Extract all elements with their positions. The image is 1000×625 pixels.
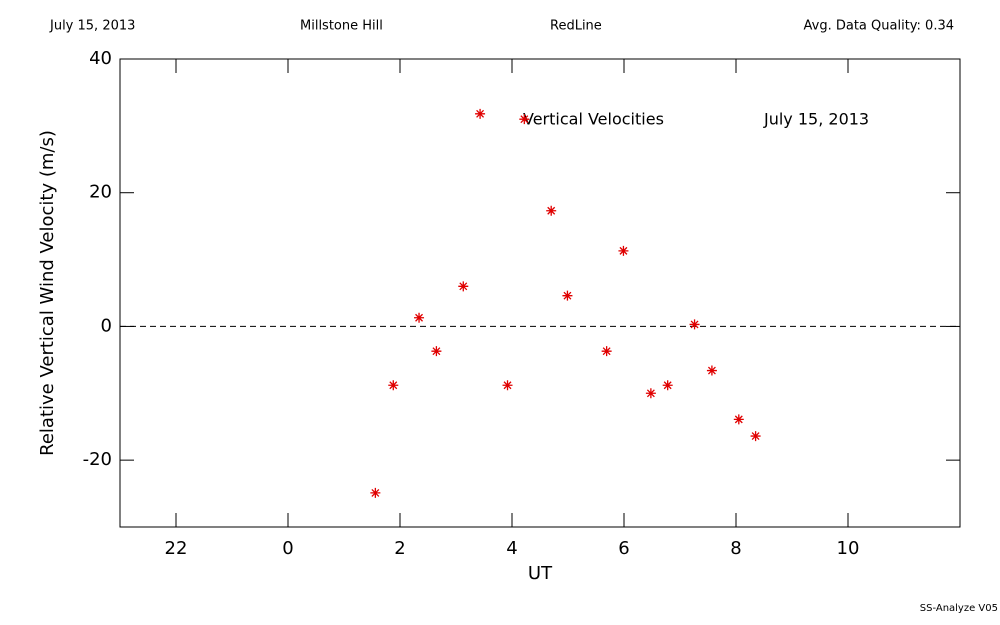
header-site: Millstone Hill	[300, 19, 383, 34]
y-tick-label: 20	[89, 182, 112, 203]
y-tick-label: 0	[101, 315, 112, 336]
point	[562, 290, 573, 301]
header-date: July 15, 2013	[49, 19, 135, 34]
x-tick-label: 6	[618, 538, 629, 559]
point	[414, 312, 425, 323]
point	[750, 431, 761, 442]
y-axis-label: Relative Vertical Wind Velocity (m/s)	[37, 130, 58, 456]
point	[431, 346, 442, 357]
annotation: July 15, 2013	[763, 110, 869, 129]
y-tick-label: 40	[89, 48, 112, 69]
point	[502, 380, 513, 391]
x-tick-label: 2	[394, 538, 405, 559]
plot-frame	[119, 58, 961, 528]
header-line: RedLine	[550, 19, 602, 34]
point	[475, 108, 486, 119]
point	[706, 365, 717, 376]
point	[662, 380, 673, 391]
point	[618, 245, 629, 256]
y-tick-label: -20	[83, 449, 112, 470]
x-axis-label: UT	[528, 563, 553, 584]
point	[458, 281, 469, 292]
point	[645, 388, 656, 399]
point	[370, 487, 381, 498]
x-tick-label: 0	[282, 538, 293, 559]
x-tick-label: 8	[730, 538, 741, 559]
point	[733, 414, 744, 425]
point	[388, 380, 399, 391]
footer: SS-Analyze V05	[920, 603, 998, 614]
annotation: Vertical Velocities	[523, 110, 664, 129]
point	[546, 205, 557, 216]
point	[601, 346, 612, 357]
x-tick-label: 22	[165, 538, 188, 559]
x-tick-label: 10	[837, 538, 860, 559]
header-quality: Avg. Data Quality: 0.34	[804, 19, 954, 34]
point	[519, 114, 530, 125]
point	[689, 319, 700, 330]
x-tick-label: 4	[506, 538, 517, 559]
